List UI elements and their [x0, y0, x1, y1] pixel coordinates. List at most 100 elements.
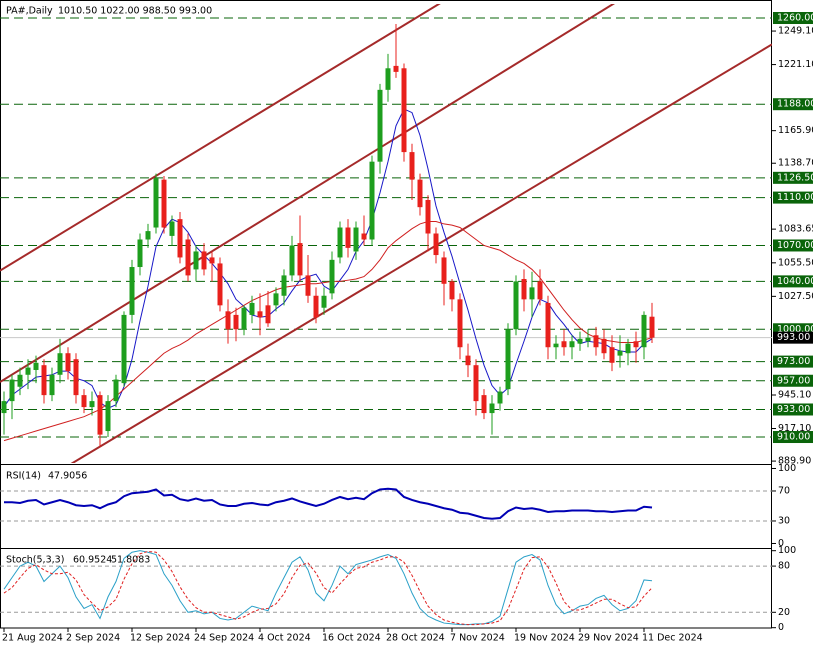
level-label: 1188.00 — [777, 99, 813, 110]
x-tick-label: 24 Sep 2024 — [194, 633, 254, 644]
candle-body — [481, 395, 487, 414]
candle-body — [329, 259, 335, 294]
y-tick-label: 0 — [778, 538, 784, 549]
candle-body — [281, 275, 287, 296]
indicator-line — [4, 487, 653, 520]
candle-body — [25, 367, 31, 375]
candle-body — [561, 341, 567, 348]
candle-body — [9, 379, 15, 402]
candle-body — [465, 355, 471, 366]
plot-frame — [0, 0, 772, 629]
candle-body — [49, 374, 55, 396]
last-price-bg — [773, 331, 813, 344]
candle-body — [625, 343, 631, 354]
candle-body — [385, 68, 391, 90]
level-label: 1040.00 — [777, 276, 813, 287]
y-tick-label: 30 — [778, 515, 790, 526]
candle-body — [361, 233, 367, 240]
candle-body — [497, 391, 503, 404]
candle-body — [257, 311, 263, 318]
candle-body — [617, 350, 623, 356]
level-label: 1260.00 — [777, 13, 813, 24]
level-label-bg — [773, 171, 813, 184]
candle-body — [321, 295, 327, 308]
trendline — [70, 43, 772, 463]
y-tick-label: 1083.65 — [778, 224, 813, 235]
candle-body — [17, 374, 23, 387]
candle-body — [609, 347, 615, 363]
candle-body — [137, 239, 143, 268]
candle-body — [457, 299, 463, 348]
x-tick-label: 4 Oct 2024 — [258, 633, 311, 644]
moving-average — [3, 108, 653, 409]
indicator-value: 60.9524 — [73, 555, 112, 566]
candle-body — [265, 305, 271, 324]
candle-body — [537, 281, 543, 300]
candle-body — [145, 231, 151, 240]
level-label-bg — [773, 355, 813, 368]
candle-body — [473, 365, 479, 402]
last-price-label: 993.00 — [777, 332, 810, 343]
candle-body — [353, 227, 359, 252]
candle-body — [33, 362, 39, 370]
candle-body — [513, 281, 519, 330]
candle-body — [81, 395, 87, 408]
candle-body — [153, 178, 159, 228]
candle-body — [601, 338, 607, 354]
candle-body — [41, 365, 47, 396]
x-tick-label: 11 Dec 2024 — [642, 633, 703, 644]
y-tick-label: 1221.10 — [778, 59, 813, 70]
candle-body — [345, 227, 351, 248]
y-tick-label: 0 — [778, 622, 784, 633]
candle-body — [337, 227, 343, 258]
trendline — [0, 4, 441, 272]
candle-body — [545, 302, 551, 348]
level-label-bg — [773, 403, 813, 416]
candle-body — [425, 199, 431, 234]
candle-body — [401, 68, 407, 153]
level-label: 957.00 — [777, 375, 810, 386]
candle-body — [417, 179, 423, 208]
candle-body — [641, 314, 647, 348]
y-tick-label: 889.90 — [778, 456, 811, 467]
y-tick-label: 80 — [778, 561, 790, 572]
trendline — [0, 4, 616, 383]
indicator-value: 47.9056 — [48, 471, 87, 482]
candle-body — [489, 403, 495, 414]
candle-body — [633, 341, 639, 348]
indicator-line — [3, 550, 653, 626]
x-tick-label: 2 Sep 2024 — [66, 633, 120, 644]
y-tick-label: 100 — [778, 463, 796, 474]
candle-body — [89, 401, 95, 408]
candle-body — [649, 316, 655, 338]
candle-body — [217, 263, 223, 306]
candle-body — [393, 65, 399, 72]
y-tick-label: 917.10 — [778, 423, 811, 434]
candle-body — [505, 329, 511, 390]
candle-body — [1, 401, 7, 414]
candle-body — [409, 152, 415, 180]
level-label: 910.00 — [777, 432, 810, 443]
candle-body — [121, 314, 127, 384]
candle-body — [593, 335, 599, 348]
candle-body — [553, 343, 559, 348]
candle-body — [113, 379, 119, 402]
candle-body — [169, 221, 175, 236]
x-tick-label: 12 Sep 2024 — [130, 633, 190, 644]
level-label: 933.00 — [777, 404, 810, 415]
indicator-title: Stoch(5,3,3) — [6, 555, 64, 566]
y-tick-label: 1165.90 — [778, 125, 813, 136]
level-label-bg — [773, 12, 813, 25]
level-label: 1110.00 — [777, 192, 813, 203]
y-tick-label: 1027.50 — [778, 291, 813, 302]
level-label-bg — [773, 239, 813, 252]
x-tick-label: 19 Nov 2024 — [514, 633, 575, 644]
moving-average — [3, 221, 653, 442]
candle-body — [241, 307, 247, 330]
x-tick-label: 29 Nov 2024 — [578, 633, 639, 644]
candle-body — [305, 275, 311, 296]
candle-body — [209, 257, 215, 264]
candle-body — [193, 251, 199, 270]
